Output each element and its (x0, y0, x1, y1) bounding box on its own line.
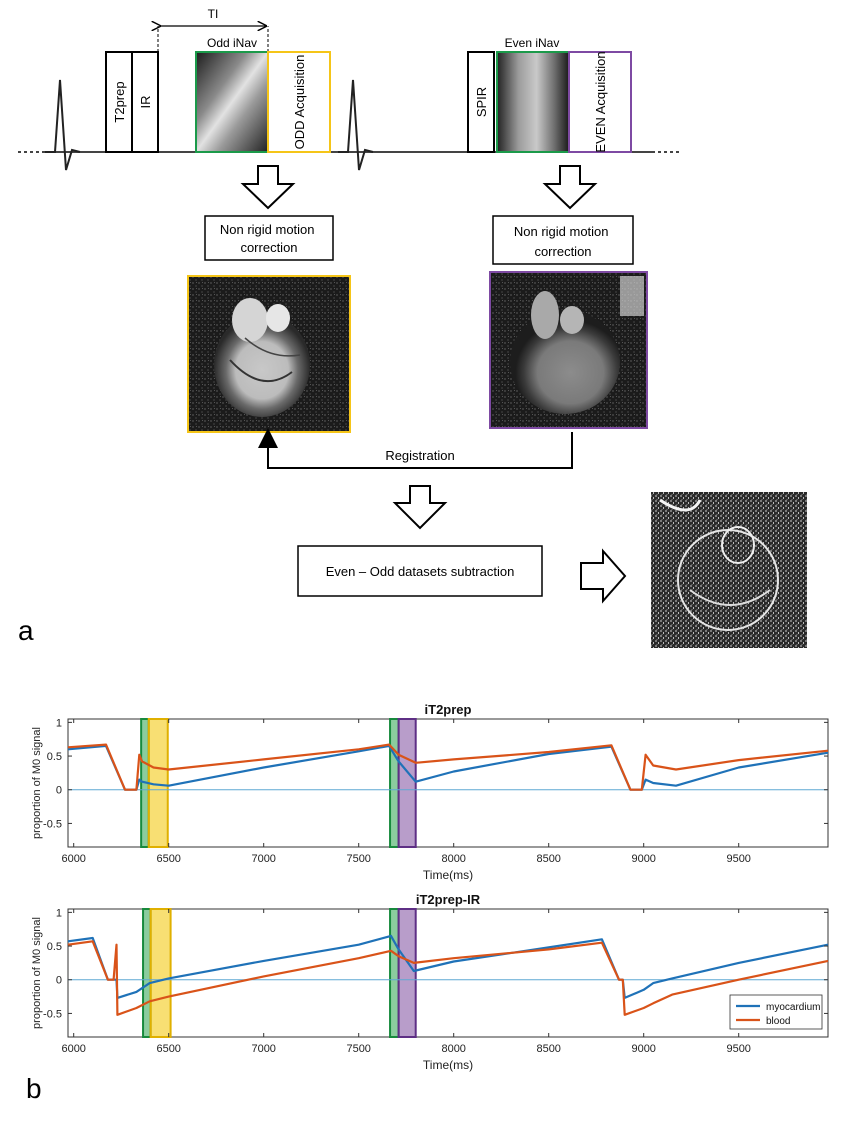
ecg-trace-2 (338, 79, 374, 171)
even-acquisition-box (568, 51, 632, 153)
nrmc-label-right: Non rigid motion correction (514, 224, 612, 259)
legend-label-myocardium: myocardium (766, 1002, 820, 1013)
subtraction-box (297, 545, 543, 597)
ir-label: IR (138, 96, 153, 109)
x-tick-label: 9500 (726, 853, 750, 865)
plot-frame (67, 718, 829, 848)
ir-box (131, 51, 159, 153)
subtraction-result-image (651, 492, 807, 648)
ecg-trace-1 (45, 79, 81, 171)
series-blood (67, 743, 829, 791)
x-tick-label: 8000 (441, 1043, 465, 1055)
inav-window (389, 908, 400, 1038)
even-window (397, 718, 417, 848)
inav-window (142, 908, 152, 1038)
x-tick-label: 7500 (346, 1043, 370, 1055)
x-tick-label: 7000 (251, 853, 275, 865)
series-blood (67, 940, 829, 1016)
spir-label: SPIR (474, 87, 489, 117)
down-arrow-center (392, 485, 448, 530)
spir-box (467, 51, 495, 153)
t2prep-label: T2prep (112, 81, 127, 122)
inav-window (389, 718, 400, 848)
even-window (397, 908, 417, 1038)
x-tick-label: 6000 (61, 853, 85, 865)
ti-label: TI (208, 7, 219, 21)
panel-a: T2prep IR TI Odd iNav ODD Acquisition SP… (15, 7, 807, 648)
x-tick-label: 9500 (726, 1043, 750, 1055)
even-inav-image (496, 51, 570, 153)
x-axis-label: Time(ms) (423, 1058, 473, 1072)
right-arrow (580, 548, 627, 604)
down-arrow-right (542, 165, 598, 210)
odd-acquisition-label: ODD Acquisition (292, 55, 307, 150)
subtraction-label: Even – Odd datasets subtraction (326, 564, 515, 579)
nrmc-box-right (492, 215, 634, 265)
odd-inav-image (195, 51, 269, 153)
nrmc-label-left: Non rigid motion correction (220, 222, 318, 255)
x-tick-label: 6500 (156, 853, 180, 865)
x-tick-label: 8000 (441, 853, 465, 865)
chart-title: iT2prep-IR (416, 892, 481, 907)
odd-inav-label: Odd iNav (207, 36, 257, 50)
even-acquisition-label: EVEN Acquisition (593, 51, 608, 152)
t2prep-box (105, 51, 133, 153)
x-tick-label: 7500 (346, 853, 370, 865)
chart-it2prep-ir: 6000 6500 7000 7500 8000 8500 9000 9500 1 0.5 0 -0.… (31, 892, 829, 1072)
x-tick-label: 7000 (251, 1043, 275, 1055)
odd-heart-image (187, 275, 351, 433)
x-tick-label: 6000 (61, 1043, 85, 1055)
odd-acquisition-box (267, 51, 331, 153)
odd-window (149, 908, 172, 1038)
registration-label: Registration (385, 448, 454, 463)
y-axis-label: proportion of M0 signal (31, 917, 43, 1029)
chart-title: iT2prep (425, 702, 472, 717)
legend-label-blood: blood (766, 1016, 790, 1027)
y-tick-label: 0.5 (47, 751, 62, 763)
y-tick-label: -0.5 (43, 1008, 62, 1020)
y-tick-label: 0 (56, 975, 62, 987)
x-tick-label: 8500 (536, 853, 560, 865)
chart-it2prep: 6000 6500 7000 7500 8000 8500 9000 9500 1 0.5 0 -0.… (31, 702, 829, 882)
x-axis-label: Time(ms) (423, 868, 473, 882)
panel-a-label: a (18, 615, 34, 646)
y-tick-label: 1 (56, 717, 62, 729)
panel-b-label: b (26, 1073, 42, 1104)
down-arrow-left (240, 165, 296, 210)
x-tick-label: 9000 (631, 1043, 655, 1055)
y-tick-label: 1 (56, 907, 62, 919)
y-tick-label: -0.5 (43, 818, 62, 830)
plot-frame (67, 908, 829, 1038)
nrmc-box-left (204, 215, 334, 261)
legend-box (729, 994, 823, 1030)
even-heart-image (489, 271, 648, 429)
registration-connector (258, 428, 573, 469)
even-inav-label: Even iNav (505, 36, 560, 50)
y-tick-label: 0 (56, 785, 62, 797)
y-tick-label: 0.5 (47, 941, 62, 953)
x-tick-label: 8500 (536, 1043, 560, 1055)
x-tick-label: 9000 (631, 853, 655, 865)
x-tick-label: 6500 (156, 1043, 180, 1055)
y-axis-label: proportion of M0 signal (31, 727, 43, 839)
